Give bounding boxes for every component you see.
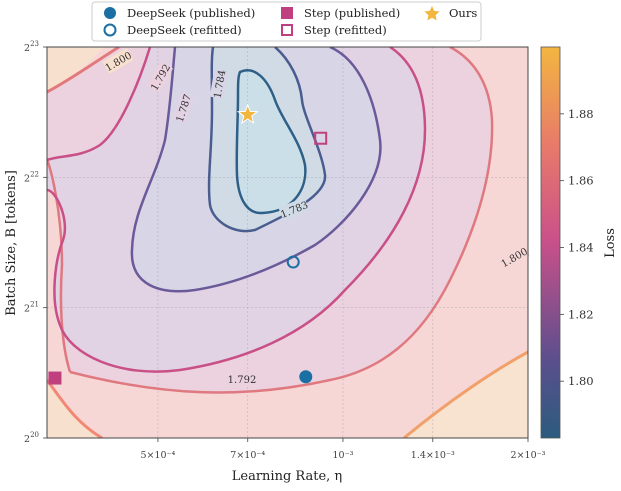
marker-step-refitted [314, 131, 328, 145]
legend-entry-deepseek-published: DeepSeek (published) [104, 6, 255, 20]
legend-marker-deepseek-refitted [103, 23, 117, 37]
colorbar-tick-label: 1.82 [568, 307, 594, 321]
colorbar-ticks: 1.80 1.82 1.84 1.86 1.88 [560, 107, 594, 388]
axis-ticks: 5×10⁻⁴ 7×10⁻⁴ 10⁻³ 1.4×10⁻³ 2×10⁻³ 220 221 222 2… [24, 40, 546, 461]
y-tick-label: 223 [24, 40, 39, 54]
legend-marker-step-refitted [281, 24, 293, 36]
contour-line-1810-bottom-left [47, 379, 103, 438]
x-tick-label: 5×10⁻⁴ [140, 450, 175, 461]
colorbar-tick-label: 1.88 [568, 107, 594, 121]
y-axis-title: Batch Size, B [tokens] [4, 170, 19, 316]
contour-fill-corner-top-left [47, 47, 104, 92]
x-axis-title: Learning Rate, η [232, 469, 342, 484]
markers [48, 103, 328, 385]
colorbar-title: Loss [603, 228, 618, 258]
contour-lines [47, 47, 528, 438]
contour-label-bg [102, 47, 134, 75]
contour-label-bg [227, 372, 257, 386]
x-tick-label: 1.4×10⁻³ [411, 450, 455, 461]
contour-fill-corner-bottom-left [47, 380, 102, 438]
legend-box [91, 1, 482, 42]
contour-line-1783 [235, 69, 307, 215]
contour-label-bg [209, 68, 229, 100]
legend-label-deepseek-published: DeepSeek (published) [127, 6, 255, 20]
contour-line-1800 [69, 47, 494, 394]
legend-marker-ours [424, 6, 440, 21]
contour-label-bg [278, 197, 310, 221]
contour-line-1810-bottom-right [403, 350, 528, 438]
contour-line-1787 [130, 47, 382, 293]
y-tick-label: 220 [24, 431, 39, 445]
contour-line-1800-segment-a [47, 47, 120, 94]
colorbar-tick-label: 1.80 [568, 374, 594, 388]
legend: DeepSeek (published) DeepSeek (refitted)… [91, 1, 482, 42]
legend-label-step-refitted: Step (refitted) [304, 23, 387, 37]
contour-label-1792-bottom: 1.792 [228, 375, 257, 386]
legend-marker-deepseek-published [104, 7, 116, 19]
contour-line-1792-top [47, 47, 152, 162]
legend-entry-deepseek-refitted: DeepSeek (refitted) [103, 23, 242, 37]
legend-entry-ours: Ours [424, 6, 477, 21]
contour-label-bg [498, 243, 530, 271]
plot-frame [46, 46, 529, 439]
marker-step-published [48, 371, 62, 385]
contour-fill-corner-bottom-right [404, 352, 528, 438]
contour-label-bg [172, 92, 194, 124]
contour-line-1800-left [47, 159, 72, 373]
contour-fill-layer [47, 47, 528, 438]
contour-line-1792 [47, 47, 427, 373]
x-tick-label: 10⁻³ [333, 450, 354, 461]
contour-label-1784: 1.784 [213, 69, 229, 99]
y-tick-label: 221 [24, 301, 39, 315]
legend-entry-step-refitted: Step (refitted) [281, 23, 387, 37]
marker-deepseek-refitted [286, 255, 300, 269]
x-tick-label: 2×10⁻³ [511, 450, 546, 461]
legend-entry-step-published: Step (published) [281, 6, 400, 20]
legend-label-deepseek-refitted: DeepSeek (refitted) [127, 23, 242, 37]
legend-marker-step-published [281, 7, 293, 19]
x-tick-label: 7×10⁻⁴ [230, 450, 265, 461]
y-tick-label: 222 [24, 170, 39, 184]
contour-line-1784 [207, 47, 327, 233]
colorbar: 1.80 1.82 1.84 1.86 1.88 Loss [540, 46, 618, 439]
contour-label-bg [146, 61, 174, 93]
marker-deepseek-published [299, 370, 313, 384]
colorbar-tick-label: 1.86 [568, 174, 594, 188]
colorbar-gradient [540, 46, 561, 439]
legend-label-step-published: Step (published) [304, 6, 400, 20]
marker-ours [236, 103, 259, 125]
colorbar-tick-label: 1.84 [568, 241, 594, 255]
legend-label-ours: Ours [449, 6, 477, 20]
